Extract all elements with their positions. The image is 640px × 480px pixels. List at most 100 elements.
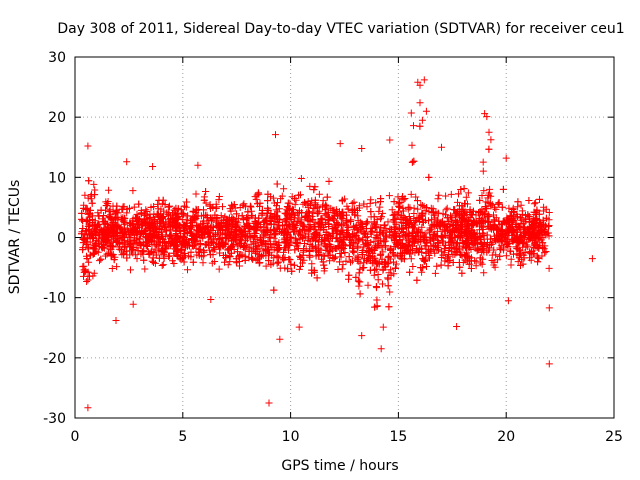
data-point: [336, 250, 344, 257]
data-point: [304, 236, 312, 244]
outlier-point: [453, 323, 461, 330]
data-point: [362, 234, 370, 242]
data-point: [158, 262, 166, 269]
data-point: [276, 228, 284, 235]
data-point: [476, 254, 484, 262]
data-point: [373, 259, 381, 267]
data-point: [493, 231, 501, 239]
data-point: [388, 234, 396, 242]
data-point: [193, 237, 201, 245]
data-point: [108, 265, 116, 272]
data-point: [347, 216, 355, 224]
data-point: [418, 229, 426, 237]
data-point: [88, 199, 96, 207]
data-point: [410, 204, 418, 212]
data-point: [98, 234, 106, 242]
data-point: [531, 240, 539, 248]
data-point: [135, 215, 143, 223]
data-point: [470, 230, 478, 238]
data-point: [172, 230, 180, 237]
data-point: [427, 204, 435, 212]
data-point: [128, 247, 135, 255]
data-point: [325, 232, 333, 239]
data-point: [102, 239, 110, 247]
data-point: [126, 251, 134, 259]
data-point: [117, 246, 125, 254]
data-point: [381, 263, 389, 271]
data-point: [430, 241, 438, 249]
data-point: [265, 257, 273, 265]
data-point: [200, 196, 208, 204]
data-point: [404, 224, 412, 232]
data-point: [426, 246, 434, 254]
data-point: [100, 218, 108, 226]
data-point: [181, 250, 188, 257]
data-point: [266, 233, 274, 241]
data-point: [381, 243, 389, 251]
data-point: [135, 235, 143, 243]
data-point: [286, 241, 294, 249]
data-point: [260, 247, 268, 255]
data-point: [231, 227, 239, 235]
data-point: [113, 263, 121, 271]
data-point: [435, 191, 443, 199]
data-point: [273, 252, 281, 260]
data-point: [267, 261, 275, 269]
outlier-point: [84, 404, 92, 412]
data-point: [277, 195, 285, 203]
data-point: [299, 225, 306, 233]
data-point: [373, 228, 381, 236]
data-point: [495, 217, 503, 225]
data-point: [385, 192, 393, 200]
data-point: [179, 239, 186, 247]
data-point: [492, 205, 500, 213]
data-point: [133, 210, 141, 218]
data-point: [311, 183, 319, 191]
data-point: [467, 226, 475, 234]
data-point: [285, 204, 293, 212]
data-point: [512, 243, 520, 251]
data-point: [448, 216, 455, 224]
data-point: [159, 242, 166, 250]
data-point: [455, 190, 462, 198]
data-point: [193, 206, 200, 214]
data-point: [108, 252, 116, 260]
data-point: [412, 217, 420, 225]
data-point: [144, 243, 151, 250]
data-point: [287, 260, 295, 268]
data-point: [442, 211, 449, 219]
data-point: [339, 208, 347, 216]
data-point: [459, 215, 467, 223]
data-point: [252, 220, 260, 227]
data-point: [466, 214, 474, 222]
data-point: [170, 249, 178, 257]
data-point: [127, 266, 134, 274]
data-point: [249, 255, 257, 263]
data-point: [274, 199, 281, 207]
data-point: [210, 244, 218, 252]
data-point: [405, 242, 413, 249]
data-point: [134, 220, 141, 228]
data-point: [379, 229, 387, 237]
data-point: [108, 242, 116, 250]
data-point: [291, 195, 298, 202]
data-point: [251, 193, 259, 201]
data-point: [240, 200, 248, 208]
outlier-point: [438, 143, 445, 151]
data-point: [131, 225, 139, 233]
data-point: [514, 198, 522, 206]
data-point: [407, 190, 415, 198]
y-tick-label: 10: [48, 170, 66, 186]
data-point: [399, 193, 407, 201]
data-point: [198, 253, 206, 261]
data-point: [194, 212, 202, 220]
data-point: [172, 216, 179, 224]
data-point: [264, 190, 272, 198]
data-point: [324, 209, 332, 217]
data-point: [144, 248, 152, 256]
data-point: [130, 203, 138, 211]
data-point: [441, 257, 449, 265]
data-point: [408, 158, 416, 166]
data-point: [79, 225, 87, 232]
data-point: [439, 234, 447, 242]
